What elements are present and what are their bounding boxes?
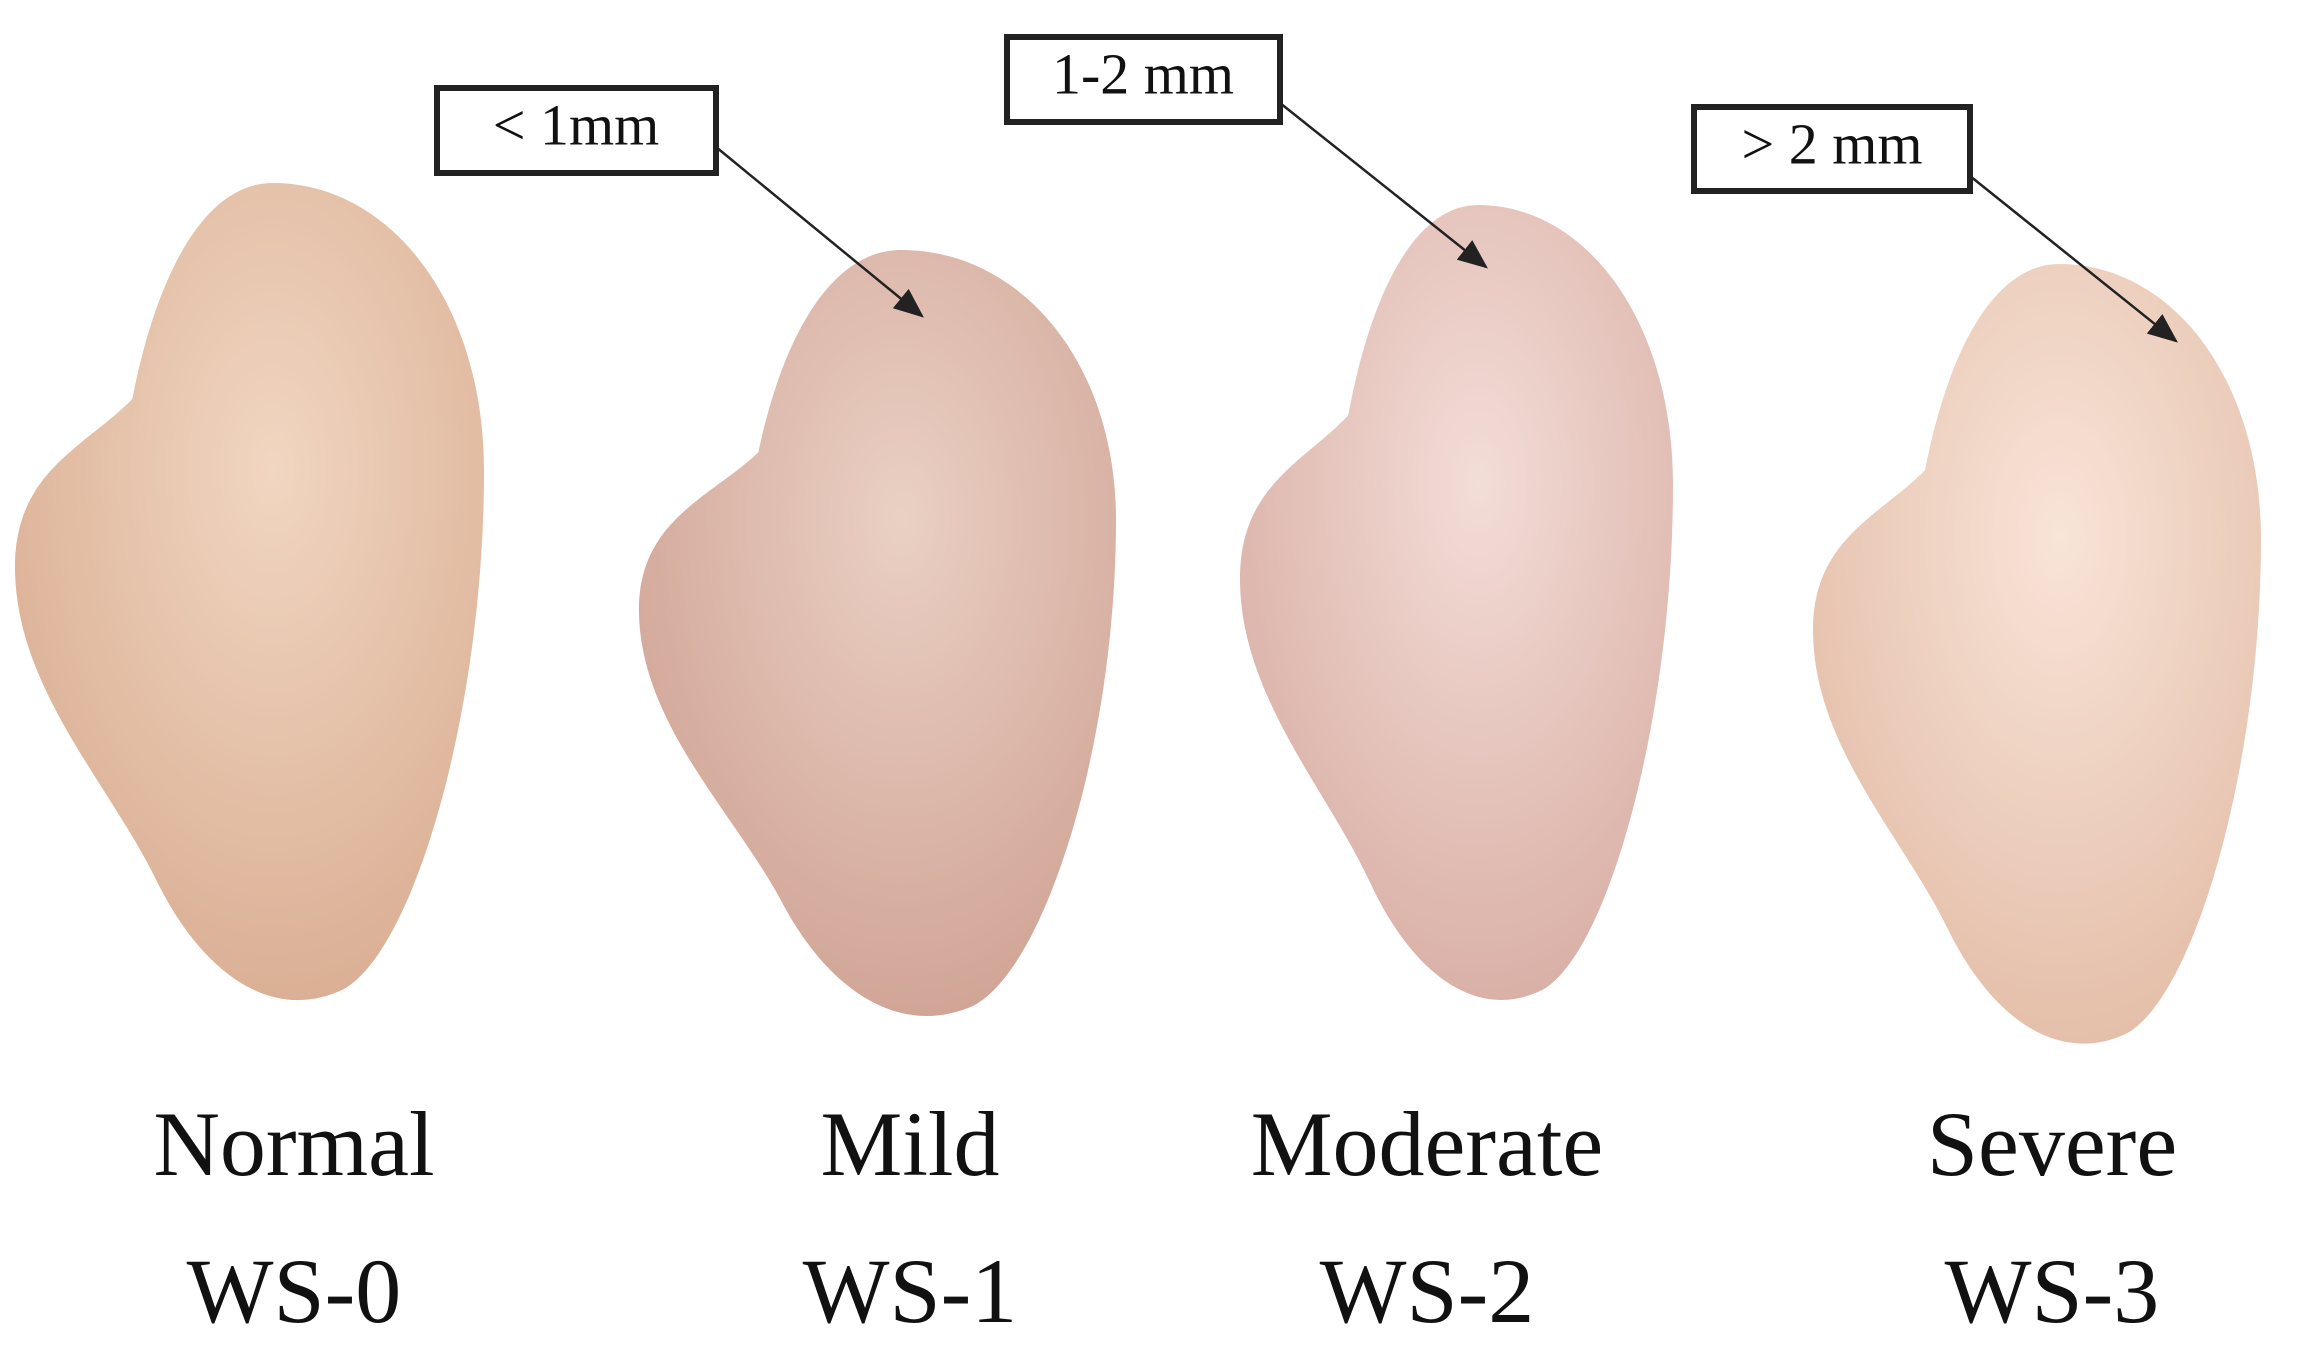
grade-label: WS-3 [1945,1240,2160,1342]
arrow [1969,175,2178,343]
grade-label: WS-0 [187,1240,402,1342]
annotation: 1-2 mm [1052,41,1234,106]
arrow [1279,102,1488,269]
annotation-box [1691,104,1973,194]
arrow [715,146,924,318]
annotation: > 2 mm [1742,111,1923,176]
annotation-box [434,85,719,176]
severity-label: Mild [821,1093,1000,1195]
severity-label: Severe [1927,1093,2177,1195]
breast-photo [15,183,2261,1044]
severity-label: Moderate [1251,1093,1604,1195]
severity-label: Normal [153,1093,434,1195]
annotation-box [1004,34,1283,125]
grade-label: WS-2 [1320,1240,1535,1342]
grade-label: WS-1 [803,1240,1018,1342]
annotation: < 1mm [493,92,659,157]
